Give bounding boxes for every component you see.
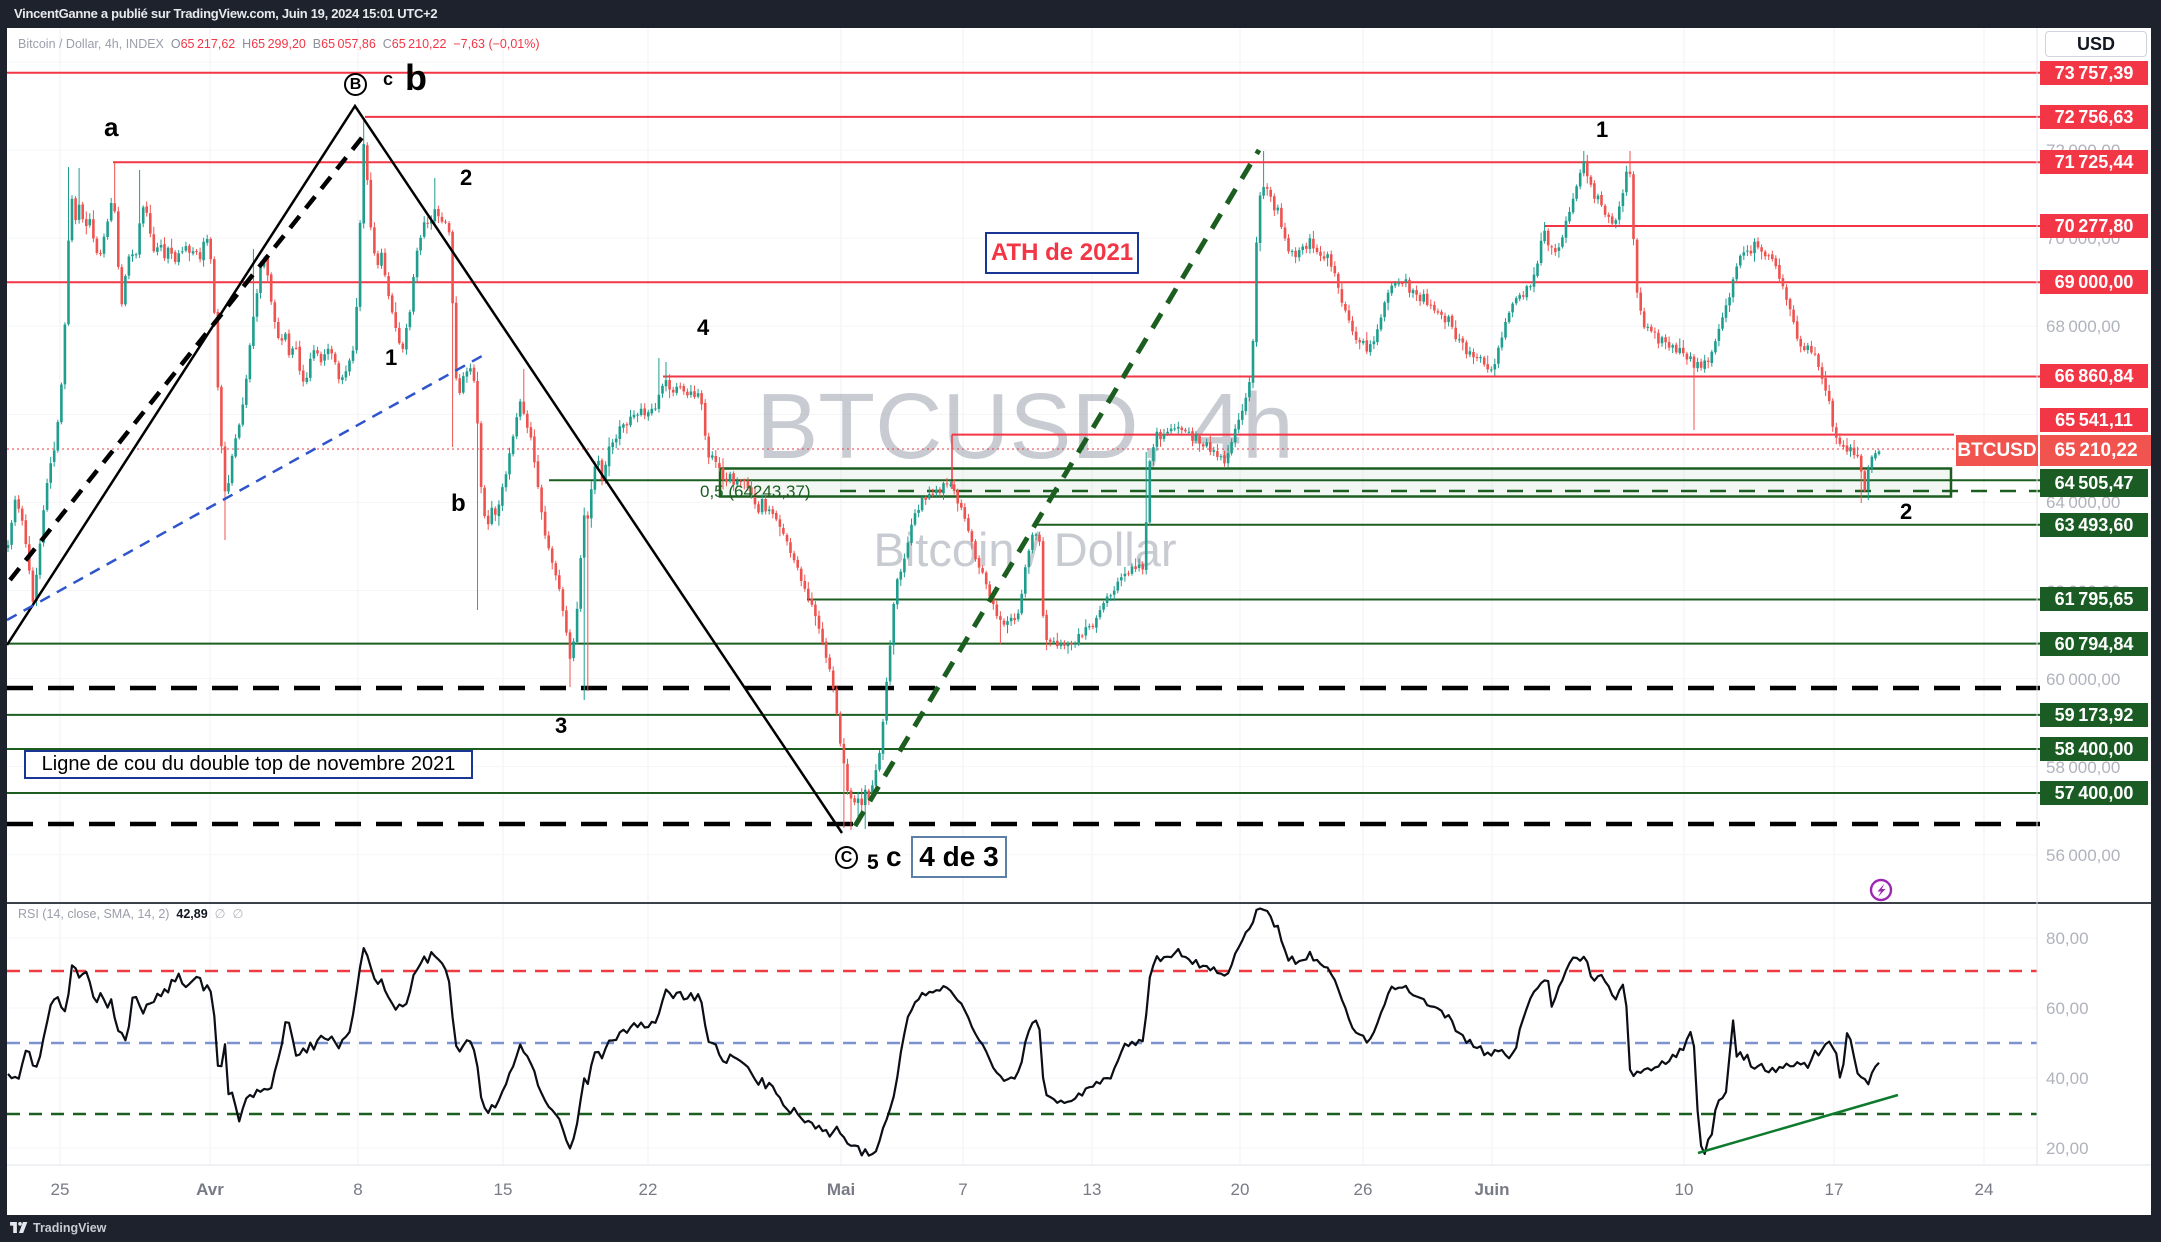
svg-text:BTCUSD, 4h: BTCUSD, 4h — [756, 374, 1293, 478]
